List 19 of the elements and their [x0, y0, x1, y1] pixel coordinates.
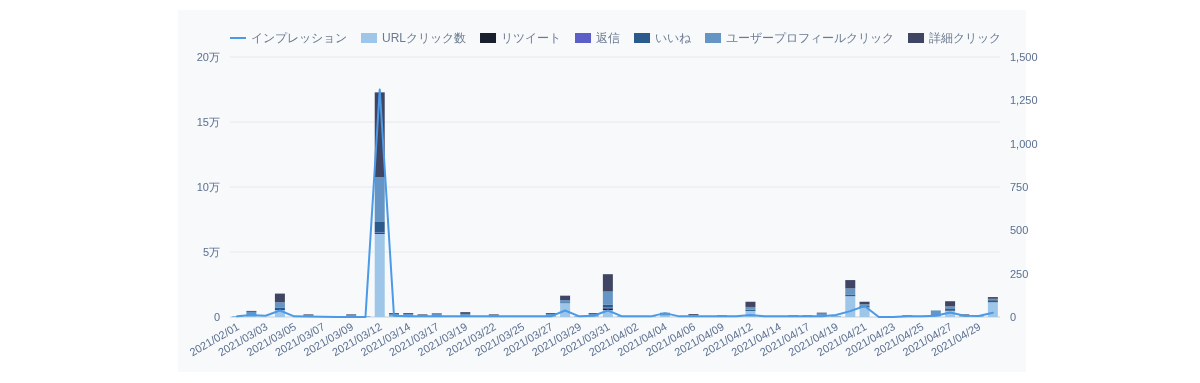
legend-label: リツイート — [501, 31, 562, 45]
y2-tick-label: 500 — [1010, 224, 1029, 237]
y2-tick-label: 250 — [1010, 267, 1029, 280]
legend-label: 返信 — [596, 31, 621, 45]
legend-label: ユーザープロフィールクリック — [726, 31, 895, 45]
y2-tick-label: 1,250 — [1010, 94, 1038, 107]
y-tick-label: 10万 — [196, 181, 220, 193]
y-tick-label: 5万 — [202, 246, 220, 258]
legend-label: インプレッション — [251, 31, 347, 45]
legend-label: 詳細クリック — [929, 31, 1002, 45]
y2-tick-label: 0 — [1010, 311, 1017, 323]
y2-tick-label: 1,000 — [1010, 137, 1038, 150]
legend-label: いいね — [655, 31, 693, 45]
legend-label: URLクリック数 — [382, 31, 467, 45]
y2-tick-label: 1,500 — [1010, 51, 1038, 63]
y2-tick-label: 750 — [1010, 181, 1029, 193]
y-tick-label: 15万 — [196, 116, 220, 128]
y-tick-label: 20万 — [196, 51, 220, 63]
y-tick-label: 0 — [213, 311, 220, 323]
